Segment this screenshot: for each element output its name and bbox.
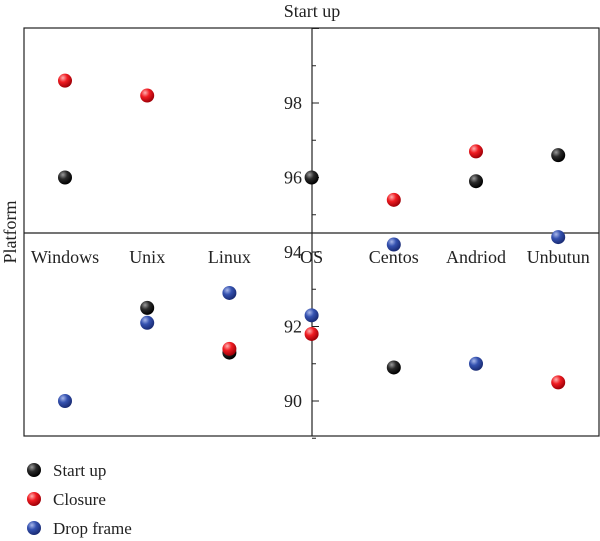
point-closure-os (304, 326, 319, 341)
legend-marker-drop-frame (27, 521, 41, 535)
category-label-windows: Windows (31, 247, 99, 267)
legend-label-closure: Closure (53, 490, 106, 509)
legend-marker-closure (27, 492, 41, 506)
point-start-up-unbutun (551, 148, 566, 163)
point-drop-frame-unix (140, 315, 155, 330)
y-tick-label-98: 98 (284, 93, 302, 113)
chart-title: Start up (284, 1, 341, 21)
point-closure-unix (140, 88, 155, 103)
category-labels: Windows Unix Linux OS Centos Andriod Unbutun (31, 247, 590, 267)
point-start-up-windows (58, 170, 72, 185)
y-tick-label-94: 94 (284, 242, 302, 262)
category-label-unix: Unix (129, 247, 165, 267)
point-drop-frame-andriod (469, 356, 483, 371)
point-drop-frame-os (304, 308, 319, 323)
point-drop-frame-linux (222, 285, 237, 300)
category-label-os: OS (300, 247, 323, 267)
point-start-up-centos (386, 360, 401, 375)
y-axis-label: Platform (0, 201, 20, 264)
y-tick-label-92: 92 (284, 317, 302, 337)
point-start-up-andriod (469, 174, 483, 189)
legend-marker-start-up (27, 463, 41, 477)
point-closure-linux (222, 341, 237, 356)
category-label-linux: Linux (208, 247, 251, 267)
point-start-up-unix (140, 300, 155, 315)
legend-label-drop-frame: Drop frame (53, 519, 132, 538)
point-drop-frame-windows (58, 394, 72, 408)
legend-label-start-up: Start up (53, 461, 106, 480)
legend: Start up Closure Drop frame (27, 461, 132, 538)
point-closure-andriod (469, 144, 483, 159)
point-start-up-os (304, 170, 319, 185)
point-drop-frame-centos (386, 237, 401, 252)
category-label-andriod: Andriod (446, 247, 506, 267)
point-closure-unbutun (551, 375, 566, 390)
point-closure-centos (386, 192, 401, 207)
y-tick-label-90: 90 (284, 391, 302, 411)
point-closure-windows (58, 73, 72, 88)
data-points (58, 73, 566, 408)
y-tick-label-96: 96 (284, 168, 302, 188)
point-drop-frame-unbutun (551, 230, 566, 245)
category-label-centos: Centos (369, 247, 419, 267)
category-label-unbutun: Unbutun (527, 247, 590, 267)
